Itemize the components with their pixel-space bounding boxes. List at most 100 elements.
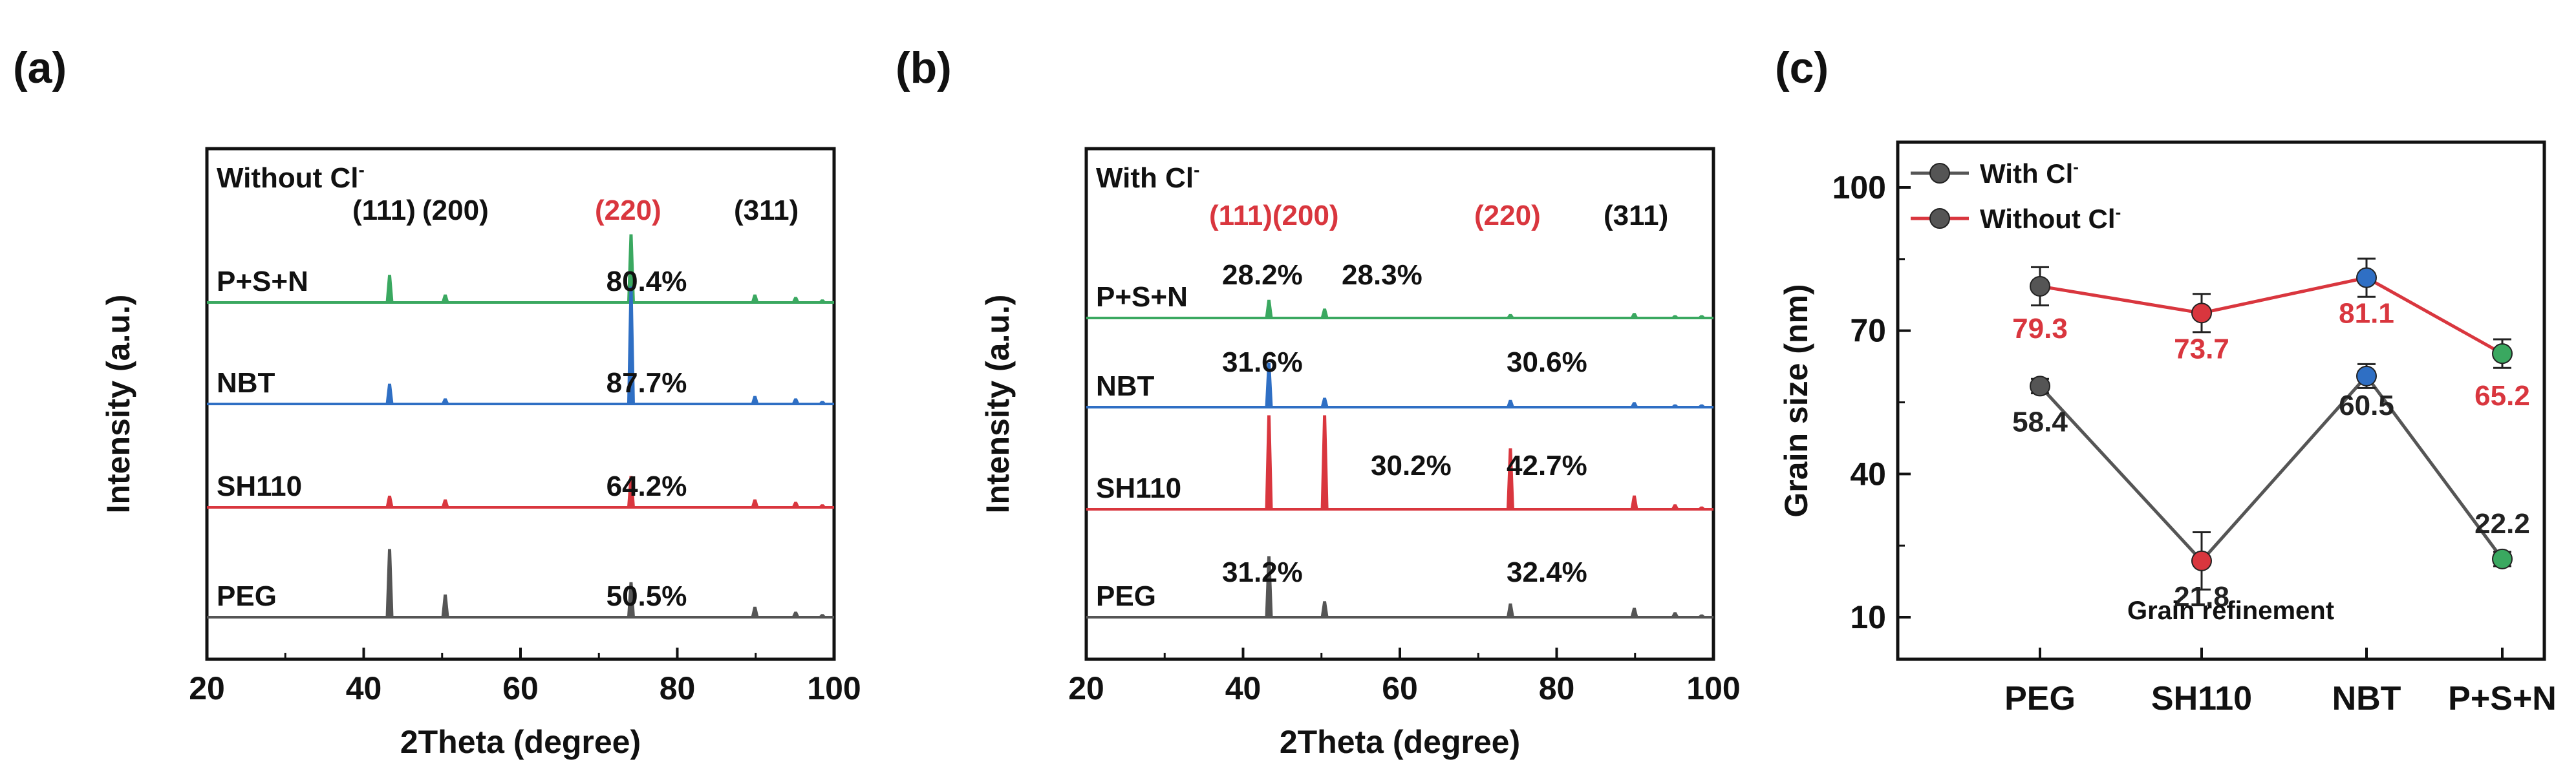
panel-c: (c) 10 40 70 100 PEG SH110 NBT P+S+N 58.4 21.8 6…: [1775, 43, 2557, 717]
x-tick-label-b-1: 40: [1225, 670, 1261, 706]
annotation-b-3-0: 31.2%: [1222, 556, 1303, 588]
legend-marker-without: [1929, 208, 1950, 229]
legend-c: With Cl- Without Cl-: [1911, 157, 2121, 234]
peak-b-0-2: [1507, 313, 1514, 319]
data-point-c-0-1: [2191, 550, 2212, 571]
peak-a-3-0: [385, 549, 394, 618]
peak-b-0-5: [1698, 315, 1706, 319]
peak-header-b-311: (311): [1604, 200, 1668, 231]
annotation-b-0-1: 28.3%: [1342, 259, 1422, 291]
peak-b-3-4: [1671, 612, 1679, 618]
annotation-b-1-1: 30.6%: [1507, 346, 1587, 378]
panel-a: (a) 20 40 60 80 100 P+S+N NBT SH110 PEG 80.4% 87…: [13, 43, 861, 760]
peak-header-a-200: (200): [422, 195, 489, 226]
peak-b-2-0: [1265, 415, 1273, 510]
x-axis-label-b: 2Theta (degree): [1280, 724, 1520, 760]
data-label-c-1-0: 79.3: [2012, 313, 2068, 344]
annotations-a: 80.4% 87.7% 64.2% 50.5%: [606, 266, 687, 612]
y-tick-label-c-0: 10: [1850, 599, 1886, 635]
x-tick-label-a-2: 60: [502, 670, 539, 706]
data-labels-c: 58.4 21.8 60.5 22.2 79.3 73.7 81.1 65.2: [2012, 298, 2530, 613]
legend-marker-with: [1929, 163, 1950, 184]
x-tick-labels-a: 20 40 60 80 100: [189, 670, 861, 706]
series-name-a-1: NBT: [217, 367, 275, 399]
data-point-c-0-2: [2356, 365, 2377, 386]
panel-label-b: (b): [896, 43, 952, 92]
series-line-c-0: [2039, 373, 2504, 564]
peak-a-3-1: [441, 594, 449, 618]
peak-b-0-4: [1671, 315, 1679, 319]
peak-b-0-0: [1265, 299, 1273, 319]
peak-b-1-4: [1671, 404, 1679, 408]
data-label-c-0-1: 21.8: [2174, 581, 2229, 613]
y-axis-label-b: Intensity (a.u.): [980, 295, 1016, 514]
peak-b-0-3: [1630, 313, 1638, 319]
data-label-c-1-3: 65.2: [2474, 380, 2530, 412]
y-axis-label-c: Grain size (nm): [1778, 284, 1814, 517]
annotation-b-3-1: 32.4%: [1507, 556, 1587, 588]
x-tick-label-c-3: P+S+N: [2448, 680, 2557, 717]
series-line-c-1: [2039, 276, 2504, 355]
peak-b-1-1: [1320, 397, 1329, 408]
data-label-c-0-3: 22.2: [2474, 508, 2530, 540]
x-ticks-a: [206, 648, 835, 659]
peak-a-1-5: [819, 401, 826, 405]
series-name-b-2: SH110: [1096, 472, 1181, 504]
peak-b-3-5: [1698, 614, 1706, 618]
x-tick-label-c-0: PEG: [2004, 680, 2076, 717]
annotation-grain-refinement: Grain refinement: [2127, 597, 2334, 625]
annotation-a-3-0: 50.5%: [606, 580, 687, 612]
legend-label-with: With Cl-: [1980, 157, 2079, 189]
series-group-a: [207, 234, 834, 619]
peak-a-2-2: [627, 476, 635, 508]
peak-header-b-111-200: (111)(200): [1209, 200, 1339, 231]
data-point-c-1-3: [2492, 343, 2513, 365]
data-label-c-1-2: 81.1: [2339, 298, 2394, 330]
peak-b-3-0: [1265, 556, 1273, 618]
peak-b-3-2: [1506, 603, 1514, 618]
peak-header-a-220: (220): [595, 195, 661, 226]
condition-label-a: Without Cl-: [217, 160, 365, 194]
peak-a-0-0: [385, 275, 394, 303]
peak-a-0-1: [441, 294, 449, 303]
x-tick-label-c-2: NBT: [2332, 680, 2401, 717]
peak-a-1-1: [441, 398, 449, 405]
peak-b-3-3: [1630, 608, 1638, 618]
data-point-c-0-0: [2030, 376, 2050, 397]
peak-b-1-0: [1265, 363, 1273, 408]
y-axis-label-a: Intensity (a.u.): [100, 295, 136, 514]
data-point-c-1-2: [2356, 267, 2377, 288]
peak-a-0-2: [627, 234, 635, 303]
peak-b-3-1: [1320, 601, 1329, 618]
peak-a-2-1: [441, 499, 449, 508]
peak-a-3-2: [627, 582, 635, 618]
peak-a-3-5: [819, 614, 826, 618]
data-point-c-1-1: [2191, 302, 2212, 324]
y-tick-labels-c: 10 40 70 100: [1832, 169, 1886, 635]
series-name-a-3: PEG: [217, 580, 277, 612]
x-tick-label-a-4: 100: [807, 670, 861, 706]
annotation-a-2-0: 64.2%: [606, 471, 687, 502]
panel-label-a: (a): [13, 43, 67, 92]
annotation-b-2-0: 30.2%: [1371, 450, 1452, 482]
x-tick-label-a-0: 20: [189, 670, 225, 706]
annotation-a-0-0: 80.4%: [606, 266, 687, 297]
annotations-b: 28.2% 28.3% 31.6% 30.6% 30.2% 42.7% 31.2% 32.4%: [1222, 259, 1587, 588]
data-label-c-1-1: 73.7: [2174, 333, 2229, 365]
data-label-c-0-2: 60.5: [2339, 390, 2394, 421]
x-tick-labels-c: PEG SH110 NBT P+S+N: [2004, 680, 2557, 717]
peak-a-3-4: [791, 611, 800, 618]
peak-a-1-4: [791, 398, 800, 405]
y-ticks-c: [1898, 186, 1911, 619]
peak-b-2-3: [1630, 495, 1638, 510]
peak-b-1-5: [1698, 404, 1706, 408]
peak-b-1-3: [1630, 402, 1638, 408]
peak-b-2-5: [1698, 506, 1706, 510]
x-ticks-b: [1085, 648, 1715, 659]
x-tick-label-b-3: 80: [1539, 670, 1575, 706]
series-names-a: P+S+N NBT SH110 PEG: [217, 266, 308, 612]
panel-label-c: (c): [1775, 43, 1829, 92]
series-lines-c: [2039, 276, 2504, 564]
series-group-b: [1086, 299, 1713, 619]
